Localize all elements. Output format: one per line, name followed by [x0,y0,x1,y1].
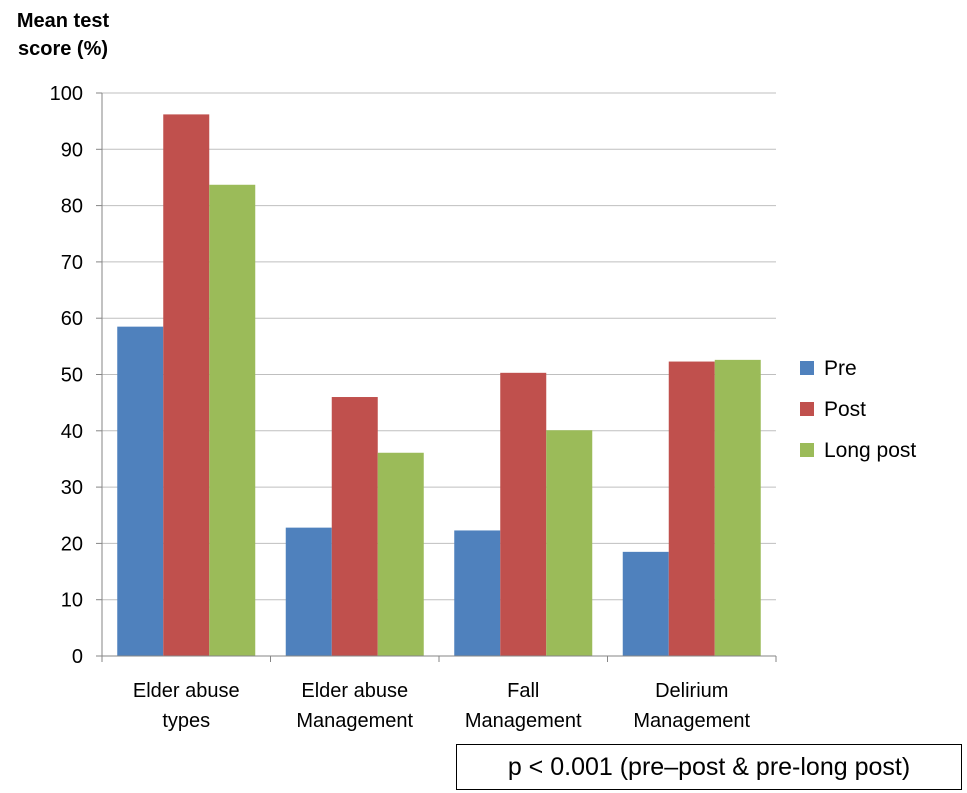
legend-swatch [800,443,814,457]
y-tick-label: 60 [61,308,83,330]
bars [117,114,761,657]
bar-long-post [714,359,761,656]
x-category-label: Delirium [655,680,728,702]
bar-post [668,361,715,656]
legend-swatch [800,361,814,375]
bar-long-post [377,452,424,656]
y-tick-label: 40 [61,421,83,443]
y-tick-label: 50 [61,365,83,387]
legend-label: Pre [824,357,857,380]
legend-swatch [800,402,814,416]
x-category-label: types [162,710,210,732]
bar-pre [622,551,669,656]
y-tick-label: 80 [61,196,83,218]
y-tick-label: 0 [72,646,83,668]
bar-post [331,397,378,656]
x-category-labels: Elder abuse types Elder abuse Management Fal… [133,680,751,732]
y-tick-label: 70 [61,252,83,274]
y-axis-title-line: Mean test [17,10,110,32]
x-category-label: Management [465,710,582,732]
x-category-label: Management [296,710,413,732]
bar-pre [117,326,164,656]
legend-label: Post [824,398,866,421]
bar-post [163,114,210,657]
y-tick-label: 10 [61,590,83,612]
bar-post [500,372,547,656]
x-category-label: Elder abuse [133,680,240,702]
y-axis-title-line: score (%) [18,38,108,60]
significance-note-box: p < 0.001 (pre–post & pre-long post) [456,744,962,790]
axes [96,92,777,662]
x-category-label: Elder abuse [301,680,408,702]
bar-pre [285,527,332,656]
y-tick-label: 30 [61,477,83,499]
bar-long-post [209,184,256,657]
y-tick-label: 100 [50,83,83,105]
bar-long-post [546,430,593,656]
y-tick-labels: 0 10 20 30 40 50 60 70 80 90 100 [50,83,83,668]
x-category-label: Fall [507,680,539,702]
x-category-label: Management [633,710,750,732]
legend-label: Long post [824,439,916,462]
y-axis-title: Mean test score (%) [17,10,110,60]
significance-note: p < 0.001 (pre–post & pre-long post) [507,752,911,781]
y-tick-label: 90 [61,139,83,161]
y-tick-label: 20 [61,533,83,555]
bar-pre [454,530,501,656]
legend: Pre Post Long post [800,357,916,462]
